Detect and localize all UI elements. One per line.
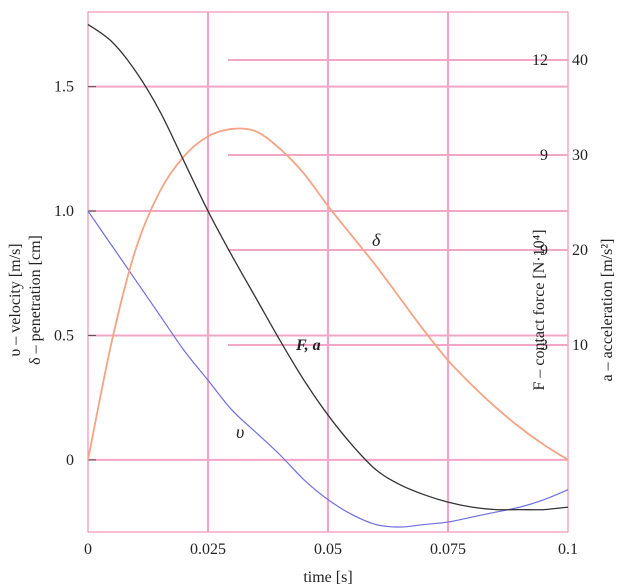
series-line-force_accel [87, 23, 569, 511]
series-label-force_accel: F, a [295, 337, 321, 354]
tick-labels: 0 0.025 0.05 0.075 0.1 0 0.5 1.0 1.5 3 9 9 12 10 20 30 4… [54, 52, 588, 558]
y-axis-title-force: F – contact force [N·10⁴] [531, 229, 548, 390]
series-label-penetration: δ [372, 230, 381, 250]
x-tick-label: 0.05 [314, 541, 342, 558]
acceleration-tick-label: 10 [572, 337, 588, 354]
series-label-velocity: υ [236, 422, 244, 442]
acceleration-tick-label: 20 [572, 242, 588, 259]
x-tick-label: 0.075 [430, 541, 466, 558]
force-tick-label: 9 [540, 147, 548, 164]
x-axis-title: time [s] [303, 569, 352, 586]
acceleration-tick-label: 30 [572, 147, 588, 164]
y-axis-title-velocity: υ – velocity [m/s] [7, 243, 24, 356]
series: υ δ F, a [87, 23, 569, 528]
y-axis-title-penetration: δ – penetration [cm] [27, 235, 44, 365]
series-line-velocity [87, 210, 569, 528]
y-tick-label: 1.0 [54, 203, 74, 220]
y-tick-label: 0 [66, 452, 74, 469]
y-tick-label: 0.5 [54, 327, 74, 344]
series-line-penetration [87, 127, 569, 461]
acceleration-tick-label: 40 [572, 52, 588, 69]
y-tick-label: 1.5 [54, 79, 74, 96]
grid [87, 11, 569, 533]
x-tick-label: 0.025 [190, 541, 226, 558]
force-tick-label: 3 [540, 337, 548, 354]
force-tick-label: 12 [532, 52, 548, 69]
x-tick-label: 0.1 [558, 541, 578, 558]
y-axis-title-acceleration: a – acceleration [m/s²] [599, 239, 616, 382]
x-tick-label: 0 [84, 541, 92, 558]
force-tick-label: 9 [540, 242, 548, 259]
